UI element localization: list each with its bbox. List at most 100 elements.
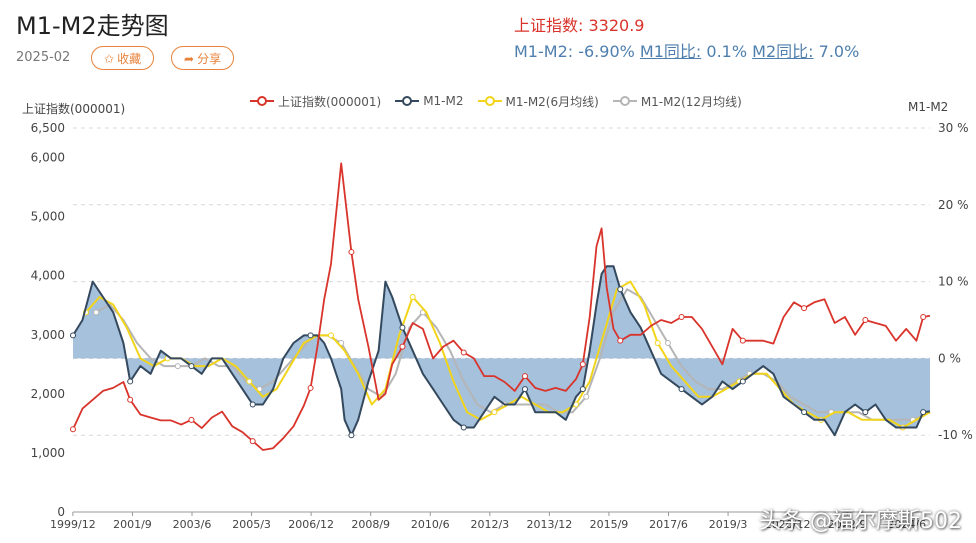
x-tick-label: 2013/12 [527, 518, 573, 531]
m1-value: 0.1% [706, 42, 748, 61]
m1m2-point [862, 409, 869, 416]
m1m2-point [307, 332, 314, 339]
ma6-point [491, 409, 498, 416]
x-tick-label: 2010/6 [411, 518, 450, 531]
x-tick-label: 2024/6 [887, 518, 926, 531]
m1m2-point [801, 409, 808, 416]
share-button[interactable]: ➦ 分享 [171, 46, 235, 70]
m2-link[interactable]: M2同比: [752, 42, 814, 61]
x-tick-label: 2008/9 [351, 518, 390, 531]
x-tick-label: 2022/9 [828, 518, 867, 531]
x-tick-label: 2012/3 [470, 518, 509, 531]
index-point [617, 337, 624, 344]
m1-link[interactable]: M1同比: [639, 42, 702, 61]
index-point [70, 426, 76, 433]
index-point [801, 305, 808, 312]
page-title: M1-M2走势图 [16, 12, 169, 40]
x-tick-label: 2006/12 [288, 518, 334, 531]
ma6-point [654, 340, 661, 347]
left-tick-label: 3,000 [31, 328, 65, 342]
x-tick-label: 1999/12 [50, 518, 96, 531]
legend-marker-icon [612, 96, 637, 106]
m1m2-point [249, 401, 256, 408]
x-tick-label: 2017/6 [649, 518, 688, 531]
m1m2-point [617, 286, 624, 293]
ma6-point [246, 378, 253, 385]
index-point [127, 396, 134, 403]
index-point [920, 314, 927, 321]
collect-button[interactable]: ✩ 收藏 [91, 46, 155, 70]
left-tick-label: 6,000 [31, 151, 65, 165]
index-point [188, 416, 195, 423]
legend-label: M1-M2(6月均线) [505, 94, 599, 109]
index-point [862, 317, 869, 323]
legend-marker-icon [395, 96, 420, 106]
right-tick-label: 20 % [938, 198, 969, 212]
right-tick-label: 0 % [938, 351, 961, 365]
index-point [249, 438, 256, 445]
right-tick-label: -10 % [938, 428, 973, 442]
index-point [460, 349, 467, 356]
m1m2-point [399, 324, 406, 331]
legend-label: M1-M2(12月均线) [640, 94, 742, 109]
left-axis-title: 上证指数(000001) [22, 102, 126, 116]
index-point [678, 314, 685, 321]
m1m2-point [70, 332, 76, 339]
index-line [72, 162, 931, 451]
share-arrow-icon: ➦ [184, 52, 195, 66]
ma12-point [93, 309, 100, 316]
right-tick-label: 30 % [938, 121, 969, 135]
left-tick-label: 2,000 [31, 387, 65, 401]
left-tick-label: 4,000 [31, 269, 65, 283]
left-tick-label: 5,000 [31, 210, 65, 224]
index-point [307, 384, 314, 391]
m1m2-point [739, 378, 746, 385]
index-point [739, 337, 746, 344]
x-tick-label: 2003/6 [173, 518, 212, 531]
legend-item[interactable]: 上证指数(000001) [250, 92, 381, 110]
share-label: 分享 [197, 52, 222, 66]
left-tick-label: 6,500 [31, 121, 65, 135]
m1m2-point [348, 432, 355, 439]
index-point [399, 343, 406, 350]
m1m2-point [188, 363, 195, 370]
m1m2-point [920, 409, 927, 416]
left-tick-label: 1,000 [31, 446, 65, 460]
m1m2-point [678, 386, 685, 393]
m1m2-line [72, 265, 931, 437]
collect-label: 收藏 [117, 52, 142, 66]
legend-label: 上证指数(000001) [278, 94, 382, 109]
legend-item[interactable]: M1-M2(12月均线) [612, 92, 742, 110]
ma6-point [409, 293, 416, 300]
date-label: 2025-02 [16, 50, 71, 65]
index-point [348, 249, 355, 256]
star-icon: ✩ [104, 52, 115, 66]
x-tick-label: 2005/3 [232, 518, 271, 531]
ma12-point [174, 363, 181, 370]
index-value: 上证指数: 3320.9 [514, 16, 645, 35]
left-tick-label: 0 [57, 505, 65, 519]
m1m2-point [521, 386, 528, 393]
legend-item[interactable]: M1-M2 [395, 92, 464, 110]
index-point [579, 361, 586, 368]
legend-marker-icon [250, 96, 274, 106]
ma12-point [664, 340, 671, 347]
m2-value: 7.0% [818, 42, 860, 61]
chart-legend: 上证指数(000001) M1-M2 M1-M2(6月均线) M1-M2(12月均线) [250, 92, 742, 110]
ma6-point [327, 332, 334, 339]
right-axis-title: M1-M2 [908, 100, 949, 114]
watermark: 头条 @福尔摩斯502 [759, 509, 962, 534]
m1m2-point [460, 424, 467, 431]
m1m2-point [127, 378, 134, 385]
legend-item[interactable]: M1-M2(6月均线) [477, 92, 599, 110]
x-tick-label: 2015/9 [590, 518, 629, 531]
x-tick-label: 2020/12 [765, 518, 811, 531]
right-tick-label: 10 % [938, 275, 969, 289]
index-point [521, 373, 528, 380]
stats-line: M1-M2: -6.90% M1同比: 0.1% M2同比: 7.0% [514, 38, 859, 62]
m1m2-point [579, 386, 586, 393]
legend-marker-icon [477, 96, 502, 106]
x-tick-label: 2001/9 [113, 518, 152, 531]
legend-label: M1-M2 [423, 94, 464, 108]
